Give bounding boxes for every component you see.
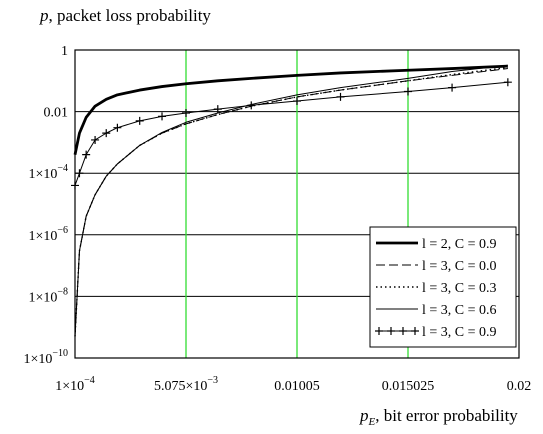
x-tick-label: 0.02: [507, 379, 532, 394]
plus-marker: [135, 116, 144, 125]
y-tick-label: 1×10−8: [28, 286, 68, 305]
plus-marker: [336, 92, 345, 101]
y-axis-label: p, packet loss probability: [40, 6, 211, 25]
plot-frame: [74, 49, 520, 359]
tick-labels: 1 0.01 1×10−4 1×10−6 1×10−8 1×10−10 1×10−4 5.07…: [23, 44, 531, 394]
y-tick-label: 1: [61, 44, 68, 59]
x-tick-label: 1×10−4: [55, 375, 95, 394]
legend-label: l = 3, C = 0.6: [422, 303, 497, 318]
plus-marker: [448, 83, 457, 92]
series-layer: [71, 64, 512, 337]
plus-marker: [404, 87, 412, 96]
plus-marker: [82, 150, 91, 159]
legend-plus-marker: [411, 327, 419, 335]
series-line: [74, 81, 508, 186]
x-axis-label: pE, bit error probability: [360, 406, 518, 428]
plus-marker: [102, 129, 111, 138]
legend-label: l = 3, C = 0.0: [422, 259, 497, 274]
grid: [75, 50, 519, 358]
plus-marker: [91, 135, 100, 144]
plus-marker: [247, 101, 256, 110]
y-tick-label: 1×10−6: [28, 225, 68, 244]
legend: l = 2, C = 0.9 l = 3, C = 0.0 l = 3, C = 0…: [369, 226, 517, 348]
legend-label: l = 2, C = 0.9: [422, 237, 497, 252]
x-tick-label: 0.015025: [382, 379, 435, 394]
plus-marker: [213, 105, 222, 114]
plus-marker: [293, 97, 301, 106]
legend-plus-marker: [387, 327, 395, 335]
plus-marker: [158, 112, 167, 121]
y-tick-label: 0.01: [44, 106, 69, 121]
y-tick-label: 1×10−4: [28, 163, 68, 182]
plus-marker: [503, 78, 512, 87]
series-line: [73, 64, 508, 155]
legend-label: l = 3, C = 0.3: [422, 281, 497, 296]
legend-plus-marker: [375, 327, 383, 335]
x-tick-label: 0.01005: [274, 379, 320, 394]
legend-label: l = 3, C = 0.9: [422, 325, 497, 340]
plus-marker: [75, 169, 84, 178]
series-line: [74, 64, 508, 337]
plus-marker: [113, 123, 122, 132]
x-tick-label: 5.075×10−3: [154, 375, 218, 394]
series-line: [74, 66, 508, 337]
legend-plus-marker: [399, 327, 407, 335]
plus-marker: [182, 109, 190, 118]
y-tick-label: 1×10−10: [23, 348, 68, 367]
